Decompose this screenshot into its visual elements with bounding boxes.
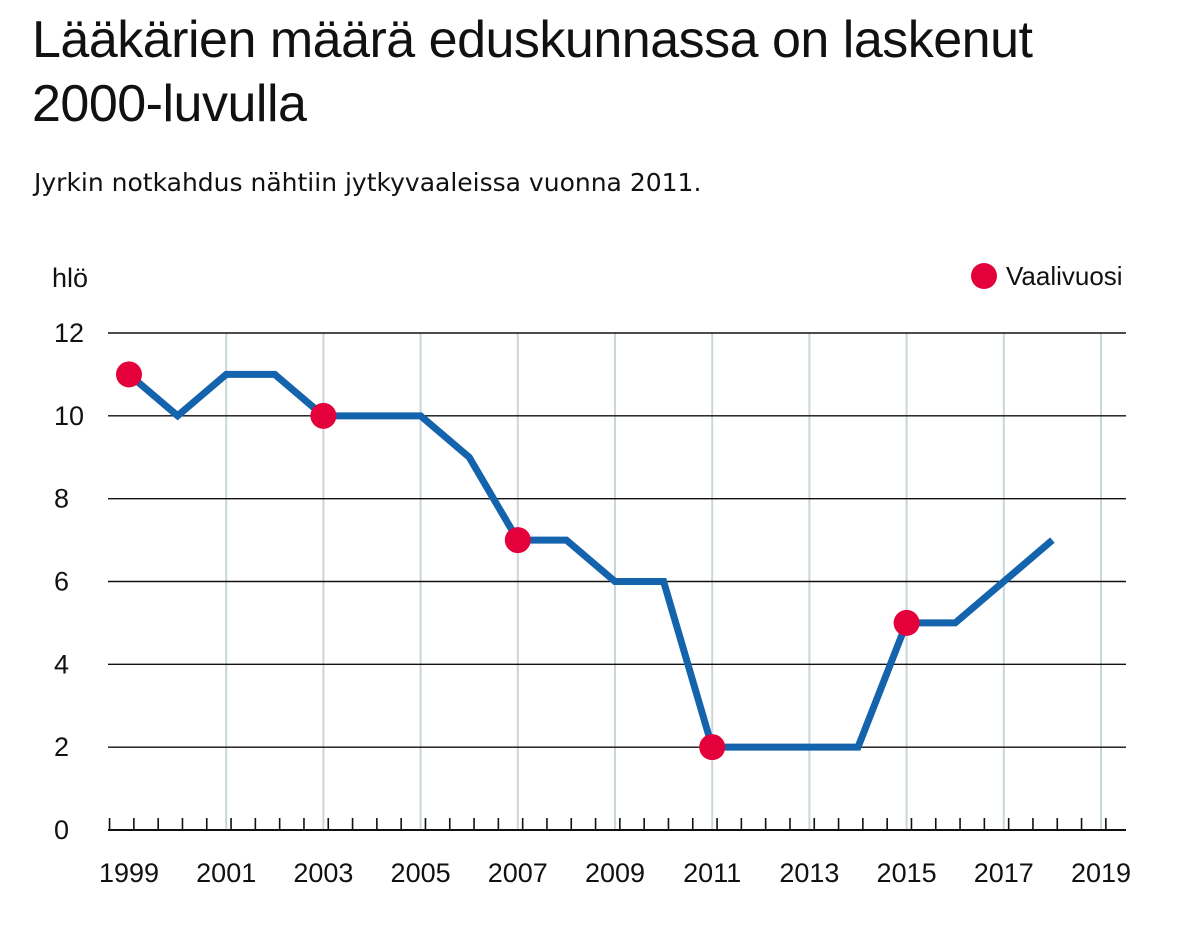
x-tick-label: 1999	[99, 858, 159, 888]
election-year-markers	[116, 361, 920, 761]
chart-subtitle: Jyrkin notkahdus nähtiin jytkyvaaleissa …	[34, 168, 702, 197]
election-year-marker	[310, 402, 337, 429]
x-tick-label: 2013	[779, 858, 839, 888]
y-tick-label: 10	[54, 401, 84, 431]
legend: Vaalivuosi	[971, 261, 1123, 291]
y-axis-labels: 0 2 4 6 8 10 12	[54, 318, 84, 845]
x-tick-label: 2005	[391, 858, 451, 888]
y-tick-label: 2	[54, 732, 69, 762]
y-tick-label: 4	[54, 649, 69, 679]
chart-title: Lääkärien määrä eduskunnassa on laskenut…	[32, 11, 1033, 133]
election-year-marker	[504, 527, 531, 554]
x-tick-label: 2003	[293, 858, 353, 888]
series-line-layer	[126, 370, 1055, 751]
x-tick-label: 2019	[1071, 858, 1131, 888]
series-line	[126, 370, 1055, 751]
legend-marker	[971, 263, 997, 289]
y-tick-label: 8	[54, 484, 69, 514]
y-tick-label: 12	[54, 318, 84, 348]
legend-label: Vaalivuosi	[1006, 261, 1123, 291]
x-tick-label: 2011	[683, 858, 741, 888]
election-year-marker	[116, 361, 142, 388]
x-tick-label: 2015	[877, 858, 937, 888]
election-year-marker	[893, 609, 920, 636]
y-axis-unit-label: hlö	[52, 263, 88, 293]
x-axis-labels: 1999 2001 2003 2005 2007 2009 2011 2013 2015 2017…	[99, 858, 1131, 888]
y-tick-label: 0	[54, 815, 69, 845]
x-tick-label: 2009	[585, 858, 645, 888]
horizontal-gridlines	[108, 332, 1126, 748]
x-tick-label: 2007	[488, 858, 548, 888]
x-axis	[108, 818, 1126, 831]
x-tick-label: 2001	[196, 858, 256, 888]
x-tick-label: 2017	[974, 858, 1034, 888]
election-year-marker	[699, 734, 726, 761]
y-tick-label: 6	[54, 567, 69, 597]
